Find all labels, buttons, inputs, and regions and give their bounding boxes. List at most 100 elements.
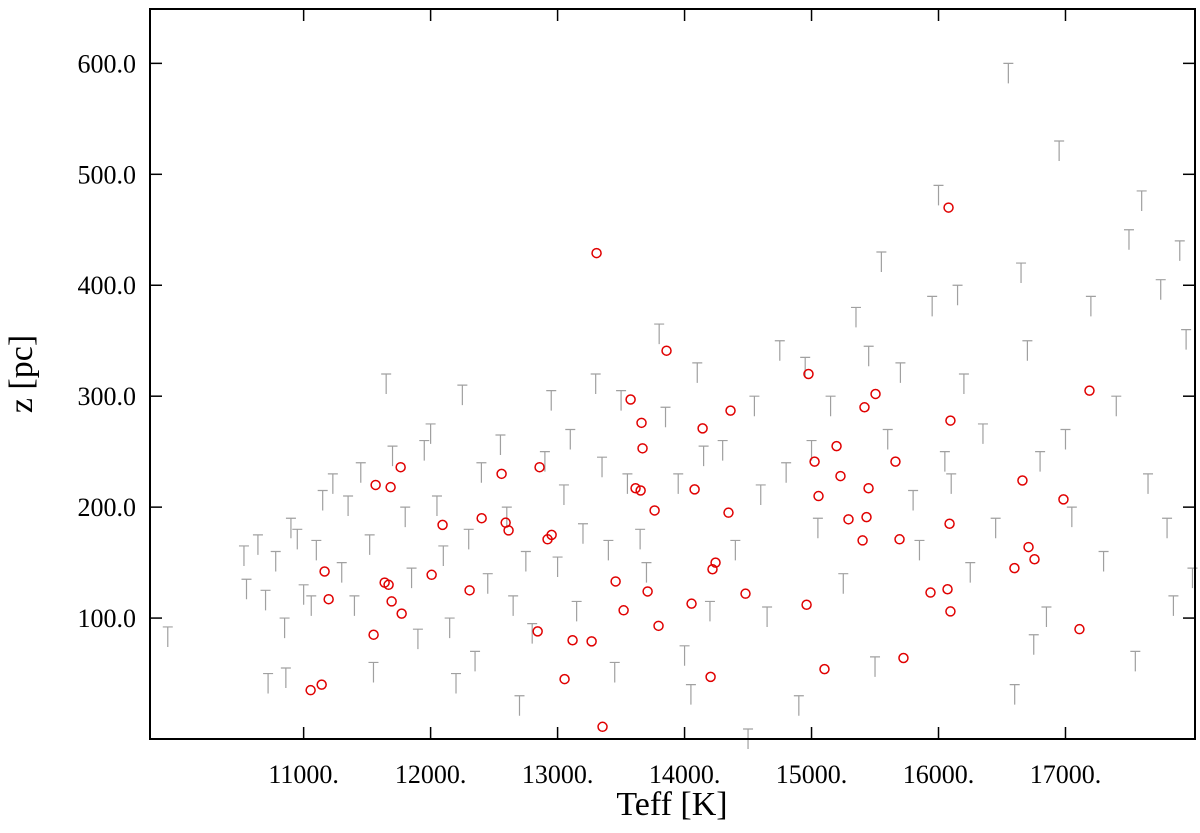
- upper-limit-marker: [1003, 62, 1014, 84]
- data-point: [610, 576, 621, 587]
- upper-limit-marker: [317, 489, 328, 511]
- upper-limit-marker: [755, 484, 766, 505]
- upper-limit-marker: [673, 473, 684, 494]
- data-point: [890, 456, 901, 467]
- upper-limit-marker: [349, 595, 360, 616]
- data-point: [1023, 541, 1034, 553]
- upper-limit-marker: [1009, 684, 1020, 705]
- upper-limit-marker: [800, 356, 811, 378]
- data-point: [476, 512, 487, 524]
- upper-limit-marker: [238, 545, 249, 566]
- data-point: [316, 679, 327, 690]
- upper-limit-marker: [470, 650, 481, 672]
- data-point: [323, 593, 334, 605]
- x-tick-label: 15000.: [776, 760, 848, 789]
- upper-limit-marker: [381, 373, 392, 394]
- upper-limit-marker: [749, 395, 760, 417]
- upper-limit-marker: [933, 184, 944, 206]
- upper-limit-marker: [850, 306, 861, 328]
- data-point: [835, 470, 846, 482]
- data-point: [943, 202, 954, 213]
- upper-limit-marker: [946, 473, 957, 494]
- data-point: [697, 423, 708, 434]
- upper-limit-marker: [1155, 279, 1166, 300]
- data-point: [1029, 554, 1040, 565]
- data-point: [586, 636, 597, 647]
- upper-limit-marker: [704, 600, 715, 622]
- upper-limit-marker: [965, 562, 976, 583]
- x-tick-label: 11000.: [268, 760, 339, 789]
- data-point: [809, 456, 820, 467]
- upper-limit-marker: [1136, 190, 1147, 211]
- data-point: [637, 443, 648, 454]
- data-point: [437, 519, 448, 531]
- upper-limit-marker: [958, 373, 969, 394]
- upper-limit-marker: [641, 562, 652, 583]
- data-point: [653, 620, 664, 632]
- upper-limit-marker: [1041, 606, 1052, 627]
- upper-limit-marker: [717, 439, 728, 461]
- upper-limit-marker: [260, 589, 271, 611]
- data-point: [319, 566, 330, 577]
- data-point: [803, 368, 814, 380]
- data-point: [1084, 385, 1095, 396]
- y-tick-label: 200.0: [78, 493, 137, 522]
- data-point: [857, 535, 868, 546]
- upper-limit-marker: [425, 423, 436, 444]
- upper-limit-marker: [463, 528, 474, 550]
- upper-limit-marker: [1111, 395, 1122, 417]
- upper-limit-marker: [914, 539, 925, 561]
- data-point: [496, 468, 507, 480]
- data-point: [898, 652, 909, 664]
- x-tick-label: 13000.: [522, 760, 594, 789]
- upper-limit-marker: [603, 539, 614, 561]
- data-point: [368, 629, 379, 640]
- upper-limit-marker: [527, 623, 538, 644]
- upper-limit-marker: [364, 534, 375, 555]
- data-point: [740, 588, 751, 599]
- upper-limit-marker: [590, 373, 601, 394]
- data-point: [1074, 623, 1085, 635]
- data-point: [532, 626, 543, 637]
- data-point: [636, 417, 647, 429]
- upper-limit-marker: [419, 439, 430, 461]
- data-point: [625, 394, 636, 405]
- x-axis-label: Teff [K]: [616, 786, 727, 823]
- data-point: [534, 461, 545, 473]
- data-point: [546, 529, 557, 541]
- upper-limit-marker: [508, 595, 519, 616]
- upper-limit-marker: [558, 484, 569, 505]
- upper-limit-marker: [400, 506, 411, 528]
- upper-limit-marker: [1098, 550, 1109, 572]
- upper-limit-marker: [457, 384, 468, 406]
- upper-limit-marker: [806, 439, 817, 461]
- data-point: [396, 608, 407, 619]
- upper-limit-marker: [451, 672, 462, 694]
- upper-limit-marker: [895, 362, 906, 383]
- data-point: [1017, 475, 1028, 486]
- upper-limit-marker: [1085, 295, 1096, 317]
- upper-limit-marker: [762, 606, 773, 627]
- upper-limit-marker: [730, 539, 741, 561]
- data-point: [813, 490, 824, 502]
- data-point: [686, 598, 697, 609]
- x-tick-label: 14000.: [649, 760, 721, 789]
- data-point: [635, 485, 646, 496]
- data-point: [503, 525, 514, 536]
- y-tick-label: 100.0: [78, 604, 137, 633]
- upper-limit-marker: [263, 672, 274, 694]
- data-point: [942, 583, 953, 595]
- upper-limit-marker: [1174, 240, 1185, 261]
- upper-limit-marker: [438, 545, 449, 566]
- x-tick-label: 12000.: [395, 760, 467, 789]
- data-point: [689, 484, 700, 495]
- data-point: [723, 507, 734, 518]
- upper-limit-marker: [838, 573, 849, 594]
- data-point: [843, 514, 854, 525]
- upper-limit-marker: [1143, 473, 1154, 494]
- upper-limit-marker: [1060, 428, 1071, 450]
- data-point: [630, 483, 641, 494]
- upper-limit-marker: [270, 550, 281, 572]
- upper-limit-marker: [1162, 517, 1173, 539]
